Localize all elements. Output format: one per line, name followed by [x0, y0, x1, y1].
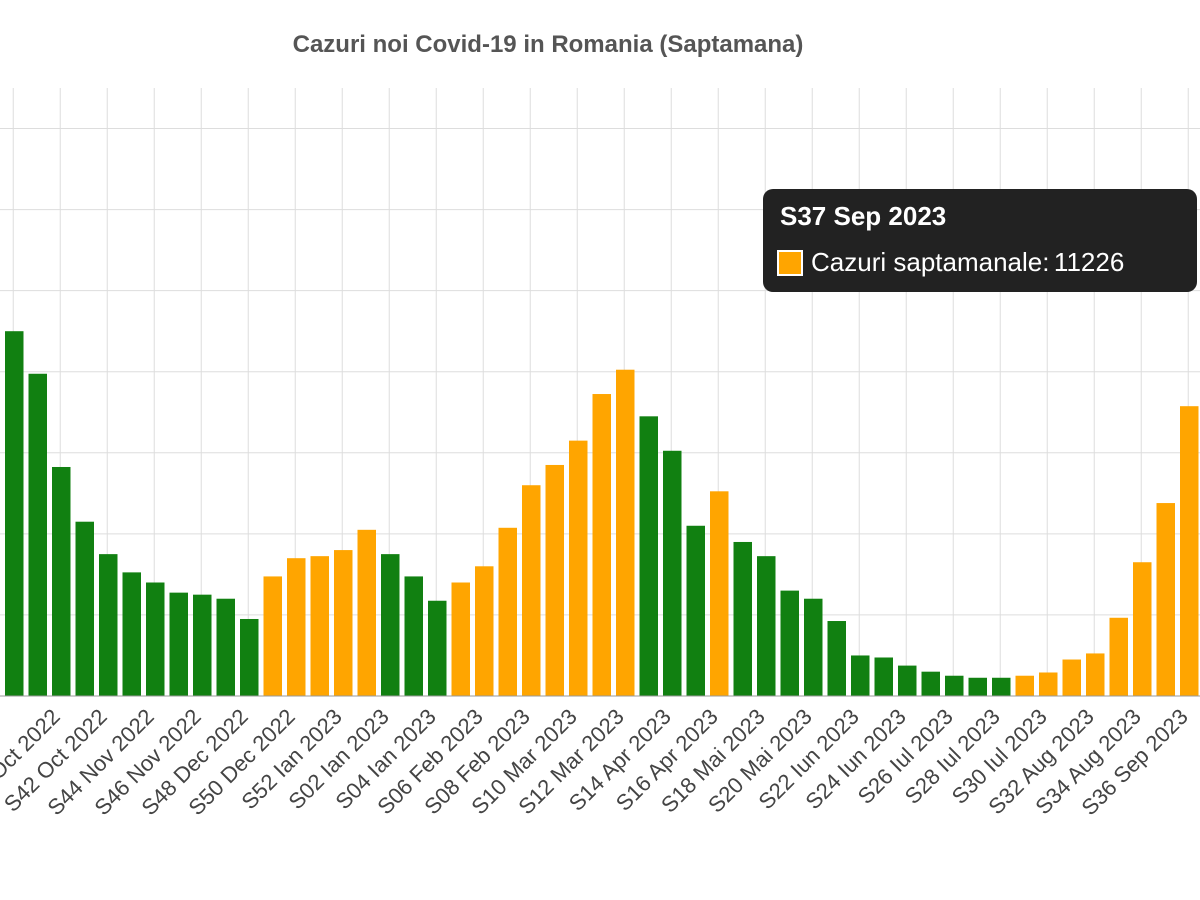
bar-s25-iun-2023[interactable]: [921, 671, 941, 696]
bar-s49-dec-2022[interactable]: [263, 576, 283, 696]
bar-s24-iun-2023[interactable]: [898, 665, 917, 696]
bar-s16-apr-2023[interactable]: [710, 491, 729, 696]
tooltip-value: 11226: [1053, 247, 1125, 277]
bar-s35-sep-2023[interactable]: [1156, 503, 1176, 696]
tooltip-series-label: Cazuri saptamanale:: [811, 247, 1050, 277]
bar-s10-mar-2023[interactable]: [569, 440, 588, 696]
bar-s41-oct-2022[interactable]: [75, 521, 95, 696]
bar-s29-iul-2023[interactable]: [1015, 675, 1035, 696]
bar-s18-mai-2023[interactable]: [757, 556, 776, 696]
bar-s22-iun-2023[interactable]: [851, 655, 870, 696]
bar-s14-apr-2023[interactable]: [663, 450, 682, 696]
bar-s09-mar-2023[interactable]: [545, 464, 565, 696]
bar-s05-feb-2023[interactable]: [451, 582, 471, 696]
bar-s06-feb-2023[interactable]: [475, 566, 494, 696]
bar-s20-mai-2023[interactable]: [804, 598, 823, 696]
bar-s27-iul-2023[interactable]: [968, 677, 988, 696]
bar-s11-mar-2023[interactable]: [592, 394, 612, 696]
bar-s21-mai-2023[interactable]: [827, 621, 847, 696]
bar-s01-ian-2023[interactable]: [357, 529, 377, 696]
bar-s23-iun-2023[interactable]: [874, 657, 894, 696]
bar-s30-iul-2023[interactable]: [1039, 672, 1058, 696]
bar-s48-dec-2022[interactable]: [240, 618, 259, 696]
tooltip-title: S37 Sep 2023: [780, 201, 947, 231]
bar-tooltip: S37 Sep 2023 Cazuri saptamanale: 11226: [763, 189, 1197, 292]
chart-bars: [5, 331, 1199, 696]
bar-s04-ian-2023[interactable]: [428, 600, 447, 696]
bar-s43-oct-2022[interactable]: [122, 572, 142, 696]
bar-s39-sep-2022[interactable]: [28, 373, 48, 696]
bar-s08-feb-2023[interactable]: [522, 485, 541, 696]
bar-s02-ian-2023[interactable]: [381, 554, 400, 696]
bar-s38-sep-2022[interactable]: [5, 331, 24, 696]
bar-s07-feb-2023[interactable]: [498, 527, 518, 696]
bar-s03-ian-2023[interactable]: [404, 576, 424, 696]
bar-s15-apr-2023[interactable]: [686, 525, 706, 696]
tooltip-row: Cazuri saptamanale: 11226: [777, 247, 1124, 278]
bar-s47-nov-2022[interactable]: [216, 598, 236, 696]
bar-s45-nov-2022[interactable]: [169, 592, 189, 696]
bar-s51-dec-2022[interactable]: [310, 556, 330, 696]
bar-s36-sep-2023[interactable]: [1180, 406, 1199, 696]
bar-s32-aug-2023[interactable]: [1086, 653, 1105, 696]
bar-s52-ian-2023[interactable]: [334, 550, 353, 696]
bar-s31-aug-2023[interactable]: [1062, 659, 1082, 696]
bar-s50-dec-2022[interactable]: [287, 558, 306, 696]
bar-s34-aug-2023[interactable]: [1133, 562, 1152, 696]
bar-s46-nov-2022[interactable]: [193, 594, 212, 696]
bar-s17-apr-2023[interactable]: [733, 541, 753, 696]
bar-s44-nov-2022[interactable]: [146, 582, 165, 696]
bar-s33-aug-2023[interactable]: [1109, 617, 1129, 696]
chart-title: Cazuri noi Covid-19 in Romania (Saptaman…: [293, 31, 804, 58]
bar-s19-mai-2023[interactable]: [780, 590, 800, 696]
bar-s13-apr-2023[interactable]: [639, 416, 659, 696]
bar-s28-iul-2023[interactable]: [992, 677, 1011, 696]
bar-s26-iul-2023[interactable]: [945, 675, 964, 696]
bar-s42-oct-2022[interactable]: [99, 554, 118, 696]
bar-s12-mar-2023[interactable]: [616, 369, 635, 696]
bar-s40-oct-2022[interactable]: [52, 466, 71, 696]
tooltip-series-swatch: [777, 249, 803, 276]
